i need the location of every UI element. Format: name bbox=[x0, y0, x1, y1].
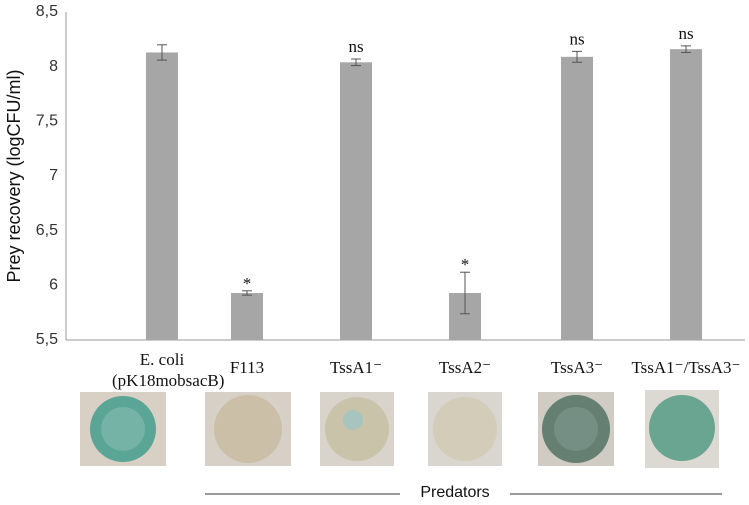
x-tick-label: TssA2⁻ bbox=[438, 358, 492, 377]
bar bbox=[670, 49, 702, 340]
x-tick-label: TssA3⁻ bbox=[550, 358, 604, 377]
bar bbox=[146, 52, 178, 340]
y-tick-label: 6,5 bbox=[36, 222, 58, 239]
significance-label: ns bbox=[569, 29, 584, 48]
y-axis-title: Prey recovery (logCFU/ml) bbox=[4, 69, 24, 282]
significance-label: * bbox=[243, 274, 252, 293]
error-bar bbox=[157, 44, 167, 61]
group-label: Predators bbox=[400, 484, 510, 502]
x-tick-label: TssA1⁻ bbox=[329, 358, 383, 377]
colony bbox=[101, 407, 145, 451]
colony bbox=[433, 397, 497, 461]
colony-photos bbox=[80, 390, 719, 468]
x-tick-label: F113 bbox=[229, 358, 265, 377]
error-bar bbox=[351, 58, 361, 67]
bar bbox=[231, 292, 263, 340]
colony bbox=[343, 410, 363, 430]
x-tick-label: TssA1⁻/TssA3⁻ bbox=[631, 358, 741, 377]
y-tick-label: 6 bbox=[49, 277, 58, 294]
x-tick-label: E. coli (pK18mobsacB) bbox=[112, 350, 225, 390]
y-tick-label: 8 bbox=[49, 58, 58, 75]
error-bar bbox=[681, 45, 691, 53]
colony bbox=[554, 407, 598, 451]
y-tick-label: 5,5 bbox=[36, 331, 58, 348]
colony bbox=[649, 395, 715, 461]
significance-label: * bbox=[461, 255, 470, 274]
error-bar bbox=[572, 50, 582, 63]
y-tick-label: 7 bbox=[49, 167, 58, 184]
significance-label: ns bbox=[348, 37, 363, 56]
y-tick-label: 7,5 bbox=[36, 113, 58, 130]
significance-label: ns bbox=[678, 24, 693, 43]
bar bbox=[561, 56, 593, 341]
y-tick-label: 8,5 bbox=[36, 3, 58, 20]
bar bbox=[340, 62, 372, 340]
error-bar bbox=[242, 290, 252, 296]
error-bar bbox=[460, 271, 470, 315]
colony bbox=[214, 395, 282, 463]
